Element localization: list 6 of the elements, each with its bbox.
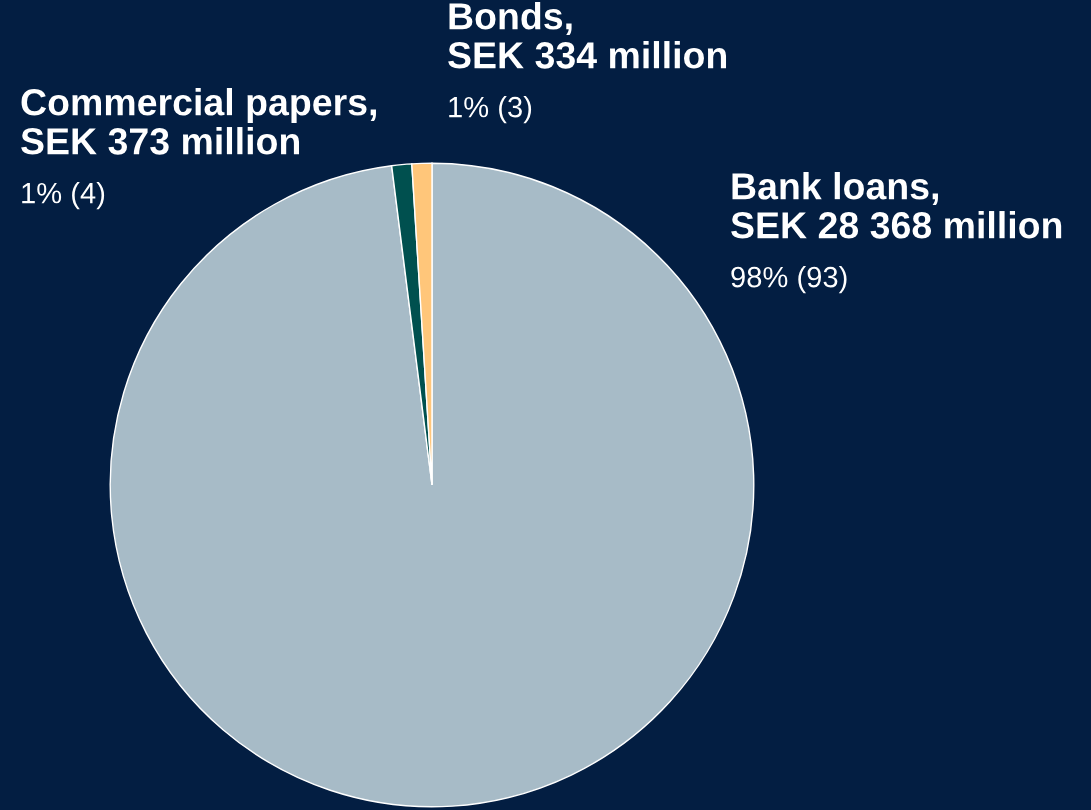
data-label: 1% (3) — [449, 96, 532, 124]
slice-label: Bank loans, SEK 28 368 million — [731, 172, 1062, 239]
data-label: 1% (4) — [22, 182, 105, 210]
slice-label: Bonds, SEK 334 million — [448, 2, 727, 69]
data-label: 98% (93) — [731, 266, 847, 294]
slice-label: Commercial papers, SEK 373 million — [21, 88, 376, 155]
